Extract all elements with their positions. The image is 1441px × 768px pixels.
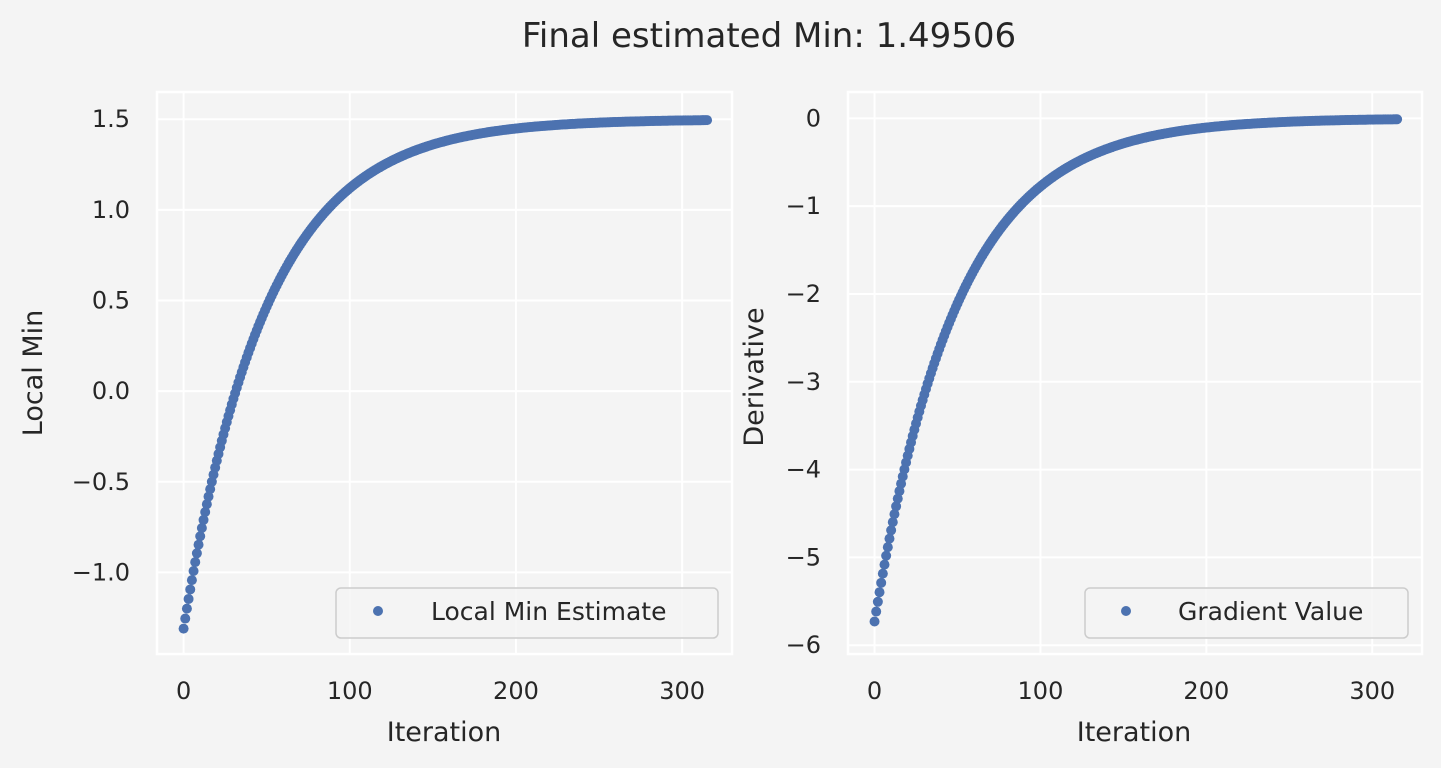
- left-x-tick-label: 200: [493, 677, 539, 705]
- right-x-tick-label: 100: [1018, 677, 1064, 705]
- left-y-tick-label: 0.5: [92, 286, 130, 314]
- right-data-point: [1392, 114, 1403, 125]
- right-y-tick-labels: 0 −1 −2 −3 −4 −5 −6: [786, 104, 821, 659]
- left-y-tick-label: −0.5: [72, 468, 130, 496]
- left-y-tick-label: 1.5: [92, 105, 130, 133]
- right-subplot: 0 100 200 300 0 −1 −2 −3 −4 −5 −6 Iteration Deriv…: [739, 90, 1424, 748]
- left-data-point: [200, 506, 211, 517]
- left-legend-marker: [373, 606, 383, 616]
- right-x-tick-label: 200: [1183, 677, 1229, 705]
- left-data-point: [178, 623, 189, 634]
- right-y-tick-label: −3: [786, 368, 821, 396]
- right-data-point: [891, 501, 902, 512]
- left-data-point: [183, 593, 194, 604]
- right-data-point: [882, 542, 893, 553]
- right-data-point: [871, 606, 882, 617]
- right-data-point: [886, 525, 897, 536]
- right-data-point: [876, 577, 887, 588]
- right-legend: Gradient Value: [1084, 587, 1409, 639]
- left-x-tick-label: 300: [659, 677, 705, 705]
- left-data-point: [191, 548, 202, 559]
- left-data-point: [196, 523, 207, 534]
- right-data-point: [879, 559, 890, 570]
- right-y-axis-label: Derivative: [739, 307, 770, 446]
- right-points: [869, 114, 1403, 627]
- right-y-tick-label: −2: [786, 280, 821, 308]
- left-y-tick-label: −1.0: [72, 558, 130, 586]
- left-x-tick-label: 0: [176, 677, 191, 705]
- right-legend-marker: [1121, 606, 1131, 616]
- right-y-tick-label: −4: [786, 456, 821, 484]
- right-data-point: [881, 550, 892, 561]
- right-y-tick-label: 0: [806, 104, 821, 132]
- left-points: [178, 115, 713, 634]
- left-x-axis-label: Iteration: [387, 717, 502, 748]
- right-y-tick-label: −6: [786, 631, 821, 659]
- right-data-point: [889, 509, 900, 520]
- left-data-point: [190, 557, 201, 568]
- right-y-tick-label: −1: [786, 192, 821, 220]
- right-data-point: [877, 568, 888, 579]
- left-data-point: [203, 491, 214, 502]
- right-data-point: [892, 493, 903, 504]
- right-x-tick-label: 300: [1349, 677, 1395, 705]
- left-data-point: [702, 115, 713, 126]
- left-legend-box: [335, 587, 719, 639]
- right-x-tick-labels: 0 100 200 300: [867, 677, 1395, 705]
- left-data-point: [185, 584, 196, 595]
- right-legend-label: Gradient Value: [1178, 597, 1363, 626]
- left-data-point: [198, 514, 209, 525]
- left-data-point: [193, 539, 204, 550]
- right-legend-box: [1084, 587, 1409, 639]
- right-x-axis-label: Iteration: [1077, 717, 1192, 748]
- left-data-point: [188, 566, 199, 577]
- left-legend: Local Min Estimate: [335, 587, 719, 639]
- figure-title: Final estimated Min: 1.49506: [522, 16, 1016, 56]
- left-subplot: 0 100 200 300 −1.0 −0.5 0.0 0.5 1.0 1.5 Iteratio…: [18, 90, 734, 748]
- left-data-point: [186, 575, 197, 586]
- right-data-point: [869, 616, 880, 627]
- left-plot-area: [155, 90, 734, 656]
- left-data-point: [201, 499, 212, 510]
- left-y-axis-label: Local Min: [18, 310, 49, 436]
- right-y-tick-label: −5: [786, 543, 821, 571]
- right-x-tick-label: 0: [867, 677, 882, 705]
- right-data-point: [874, 587, 885, 598]
- right-data-point: [872, 596, 883, 607]
- right-data-point: [887, 517, 898, 528]
- left-y-tick-label: 1.0: [92, 196, 130, 224]
- right-data-point: [884, 533, 895, 544]
- left-legend-label: Local Min Estimate: [431, 597, 666, 626]
- left-y-tick-label: 0.0: [92, 377, 130, 405]
- left-data-point: [180, 613, 191, 624]
- left-x-tick-labels: 0 100 200 300: [176, 677, 705, 705]
- left-data-point: [195, 531, 206, 542]
- left-data-point: [181, 603, 192, 614]
- left-y-tick-labels: −1.0 −0.5 0.0 0.5 1.0 1.5: [72, 105, 130, 586]
- right-plot-area: [846, 90, 1424, 656]
- left-x-tick-label: 100: [327, 677, 373, 705]
